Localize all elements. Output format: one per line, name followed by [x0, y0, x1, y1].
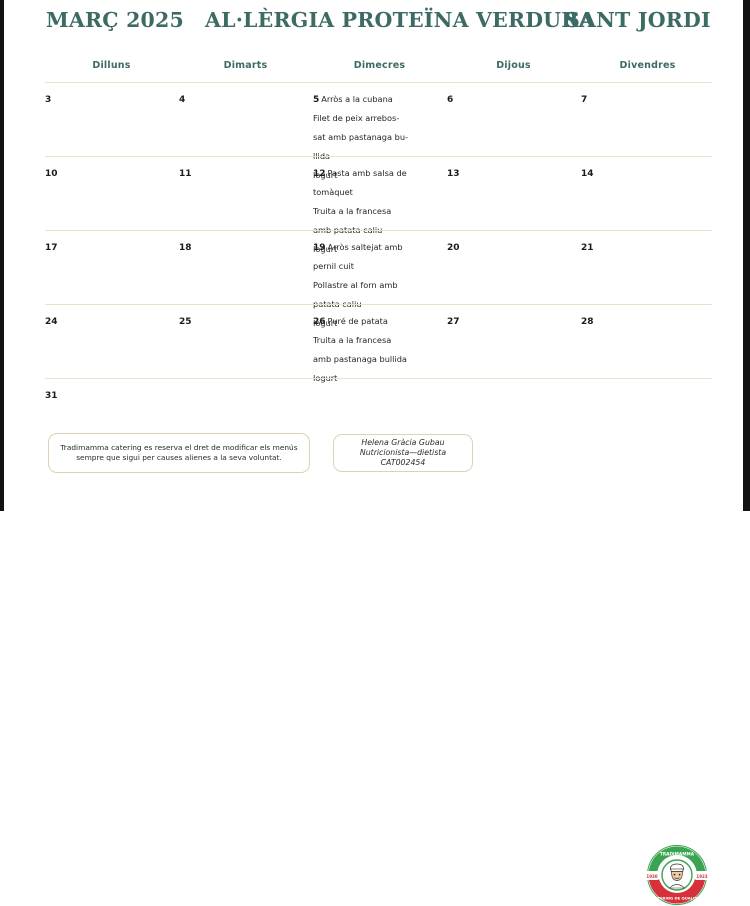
day-number: 7 [581, 95, 588, 105]
calendar-day-cell[interactable]: 6 [447, 87, 580, 106]
weekday-header-dilluns: Dilluns [92, 60, 131, 71]
tradimamma-logo: TRADIMAMMA 1930 1923 CATERING DE QUALITA… [641, 844, 713, 906]
calendar-day-cell[interactable]: 7 [581, 87, 714, 106]
day-number: 20 [447, 243, 460, 253]
festive-day-title: SANT JORDI [565, 8, 711, 32]
page-header: MARÇ 2025 AL·LÈRGIA PROTEÏNA VERDURA SAN… [0, 0, 743, 48]
day-number: 26 [313, 317, 326, 327]
month-title: MARÇ 2025 [46, 8, 184, 32]
nutritionist-box: Helena Gràcia Gubau Nutricionista—dietis… [333, 434, 473, 472]
day-number: 24 [45, 317, 58, 327]
weekday-header-dimarts: Dimarts [223, 60, 268, 71]
calendar-day-cell[interactable]: 26 Puré de patata Truita a la francesa am… [313, 309, 446, 385]
calendar-week-row: 31 [45, 378, 712, 419]
nutritionist-details: Helena Gràcia Gubau Nutricionista—dietis… [360, 438, 446, 468]
left-edge-band [0, 0, 4, 511]
logo-brand-text: TRADIMAMMA [660, 852, 695, 858]
calendar-day-cell[interactable]: 5 Arròs a la cubana Filet de peix arrebos… [313, 87, 446, 182]
disclaimer-text: Tradimamma catering es reserva el dret d… [60, 443, 298, 462]
calendar-day-cell[interactable]: 24 [45, 309, 178, 328]
day-number: 19 [313, 243, 326, 253]
legend-title: AL·LÈRGIA PROTEÏNA VERDURA [205, 8, 595, 32]
logo-bottom-text: CATERING DE QUALITAT [652, 896, 703, 901]
weekday-header-dimecres: Dimecres [353, 60, 406, 71]
calendar-day-cell[interactable]: 21 [581, 235, 714, 254]
calendar-week-row: 3 4 5 Arròs a la cubana Filet de peix arr… [45, 82, 714, 180]
day-number: 6 [447, 95, 454, 105]
weekday-header-divendres: Divendres [619, 60, 676, 71]
day-menu: Arròs a la cubana Filet de peix arrebos-… [313, 94, 408, 180]
day-number: 13 [447, 169, 460, 179]
calendar-day-cell[interactable]: 3 [45, 87, 178, 106]
calendar-day-cell[interactable]: 4 [179, 87, 312, 106]
calendar-day-cell[interactable]: 18 [179, 235, 312, 254]
day-number: 31 [45, 391, 58, 401]
calendar-day-cell[interactable]: 25 [179, 309, 312, 328]
calendar-day-cell[interactable]: 14 [581, 161, 714, 180]
tradimamma-logo-icon: TRADIMAMMA 1930 1923 CATERING DE QUALITA… [645, 845, 709, 905]
calendar-day-cell[interactable]: 17 [45, 235, 178, 254]
calendar-week-row: 24 25 26 Puré de patata Truita a la franc… [45, 304, 714, 383]
calendar-week-row: 10 11 12 Pasta amb salsa de tomàquet Trui… [45, 156, 714, 254]
weekday-header-row: Dilluns Dimarts Dimecres Dijous Divendre… [45, 60, 712, 80]
day-number: 4 [179, 95, 186, 105]
calendar-day-cell[interactable]: 31 [45, 383, 178, 402]
day-number: 25 [179, 317, 192, 327]
day-menu: Puré de patata Truita a la francesa amb … [313, 316, 407, 383]
day-number: 12 [313, 169, 326, 179]
page-footer: Tradimamma catering es reserva el dret d… [0, 420, 743, 905]
calendar-day-cell[interactable]: 20 [447, 235, 580, 254]
calendar-week-row: 17 18 19 Arròs saltejat amb pernil cuit P… [45, 230, 714, 328]
calendar-day-cell[interactable] [179, 383, 312, 402]
nutritionist-name: Helena Gràcia Gubau [361, 438, 445, 447]
day-number: 28 [581, 317, 594, 327]
calendar-grid: 3 4 5 Arròs a la cubana Filet de peix arr… [45, 82, 712, 419]
day-number: 17 [45, 243, 58, 253]
weekday-header-dijous: Dijous [496, 60, 531, 71]
day-number: 27 [447, 317, 460, 327]
calendar-day-cell[interactable]: 27 [447, 309, 580, 328]
calendar-day-cell[interactable]: 11 [179, 161, 312, 180]
calendar-day-cell[interactable] [581, 383, 714, 402]
day-number: 14 [581, 169, 594, 179]
logo-right-year: 1923 [696, 874, 707, 879]
day-number: 10 [45, 169, 58, 179]
right-edge-band [743, 0, 750, 511]
nutritionist-role: Nutricionista—dietista [359, 448, 447, 457]
disclaimer-box: Tradimamma catering es reserva el dret d… [48, 433, 310, 473]
day-number: 18 [179, 243, 192, 253]
day-number: 3 [45, 95, 52, 105]
calendar-day-cell[interactable] [447, 383, 580, 402]
day-number: 11 [179, 169, 192, 179]
calendar-day-cell[interactable]: 10 [45, 161, 178, 180]
logo-left-year: 1930 [646, 874, 657, 879]
day-number: 5 [313, 95, 320, 105]
nutritionist-license: CAT002454 [380, 458, 426, 467]
calendar-day-cell[interactable] [313, 383, 446, 402]
calendar-day-cell[interactable]: 13 [447, 161, 580, 180]
day-number: 21 [581, 243, 594, 253]
calendar-day-cell[interactable]: 28 [581, 309, 714, 328]
